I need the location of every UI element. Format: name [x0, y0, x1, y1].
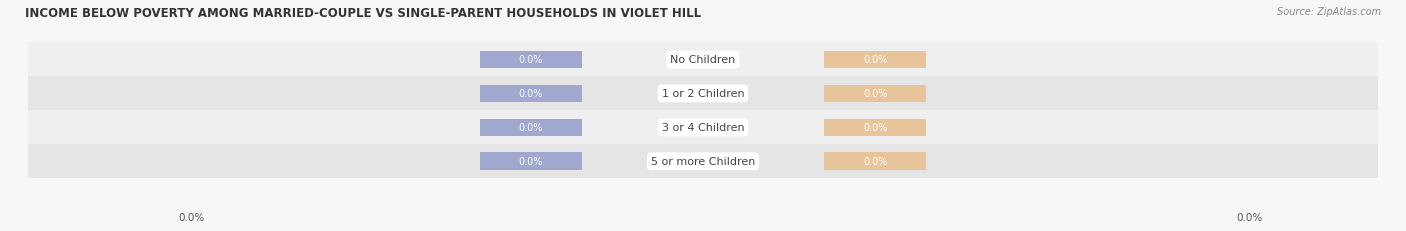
Text: 0.0%: 0.0% — [863, 157, 887, 167]
Text: 0.0%: 0.0% — [863, 123, 887, 133]
Text: 1 or 2 Children: 1 or 2 Children — [662, 89, 744, 99]
Text: 0.0%: 0.0% — [1236, 212, 1263, 222]
Text: 0.0%: 0.0% — [519, 55, 543, 65]
Bar — [481, 153, 582, 170]
Text: 0.0%: 0.0% — [179, 212, 205, 222]
Bar — [28, 145, 1378, 179]
Text: 0.0%: 0.0% — [863, 55, 887, 65]
Bar — [481, 85, 582, 103]
Bar — [481, 51, 582, 69]
Bar — [28, 77, 1378, 111]
Bar — [481, 119, 582, 137]
Text: 0.0%: 0.0% — [863, 89, 887, 99]
Text: 5 or more Children: 5 or more Children — [651, 157, 755, 167]
Text: 3 or 4 Children: 3 or 4 Children — [662, 123, 744, 133]
Bar — [824, 119, 925, 137]
Text: 0.0%: 0.0% — [519, 123, 543, 133]
Bar — [824, 153, 925, 170]
Text: No Children: No Children — [671, 55, 735, 65]
Text: 0.0%: 0.0% — [519, 89, 543, 99]
Text: Source: ZipAtlas.com: Source: ZipAtlas.com — [1277, 7, 1381, 17]
Text: INCOME BELOW POVERTY AMONG MARRIED-COUPLE VS SINGLE-PARENT HOUSEHOLDS IN VIOLET : INCOME BELOW POVERTY AMONG MARRIED-COUPL… — [25, 7, 702, 20]
Bar — [28, 43, 1378, 77]
Bar — [824, 51, 925, 69]
Bar — [28, 111, 1378, 145]
Bar — [824, 85, 925, 103]
Text: 0.0%: 0.0% — [519, 157, 543, 167]
